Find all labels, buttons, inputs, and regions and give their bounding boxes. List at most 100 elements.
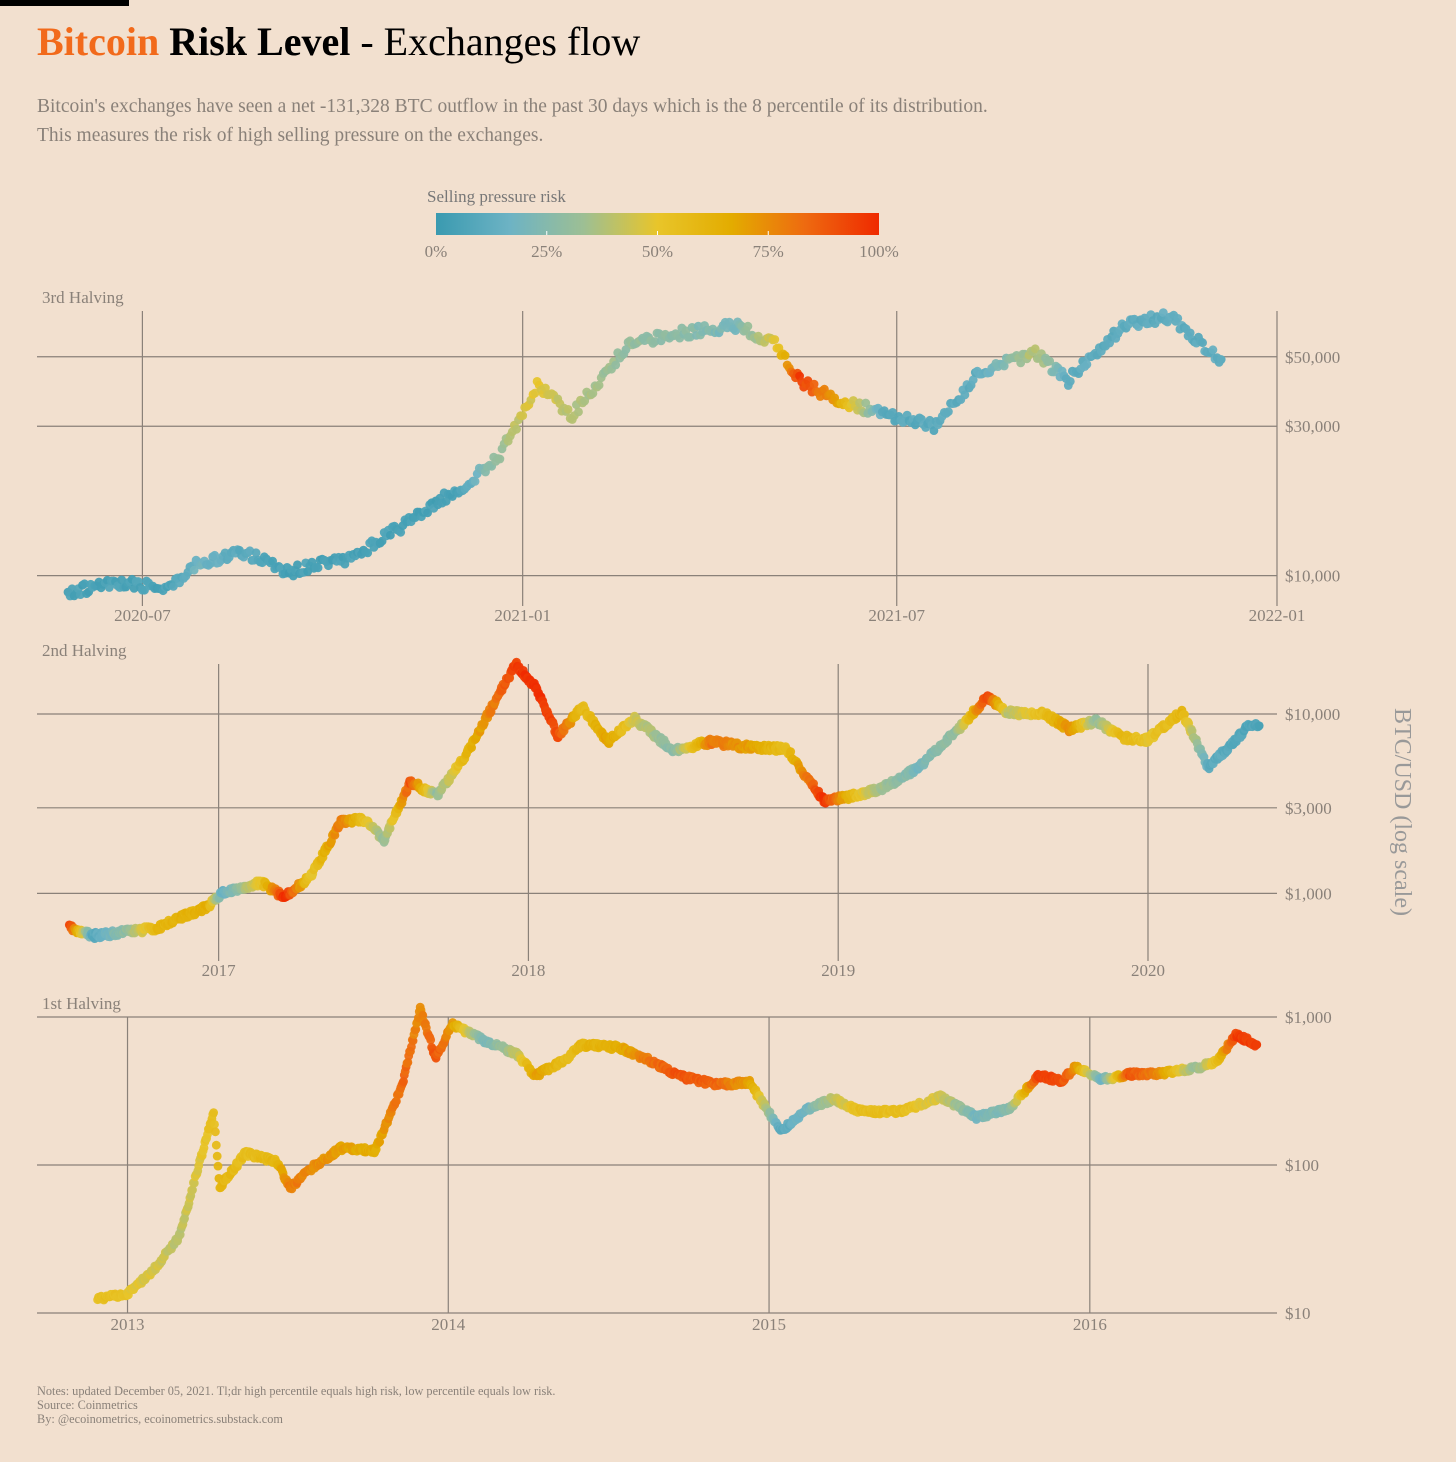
data-point xyxy=(211,1127,220,1137)
data-point xyxy=(211,1140,221,1150)
x-tick-label: 2020 xyxy=(1131,961,1165,980)
data-point xyxy=(594,380,604,390)
panel-label: 3rd Halving xyxy=(42,288,124,307)
x-tick-label: 2013 xyxy=(111,1315,145,1334)
data-point xyxy=(786,747,796,756)
data-point xyxy=(960,390,970,400)
data-point xyxy=(1158,308,1168,317)
data-point xyxy=(1180,710,1189,719)
data-point xyxy=(1252,1040,1262,1050)
panel-label: 1st Halving xyxy=(42,994,121,1013)
data-point xyxy=(944,407,953,416)
data-point xyxy=(1016,358,1026,368)
data-point xyxy=(403,1058,413,1067)
data-point xyxy=(140,585,149,595)
data-point xyxy=(189,565,199,575)
subtitle: Bitcoin's exchanges have seen a net -131… xyxy=(37,92,1417,150)
data-point xyxy=(563,405,573,414)
data-point xyxy=(999,361,1009,371)
data-point xyxy=(1065,377,1075,386)
data-point xyxy=(423,508,432,518)
data-point xyxy=(251,548,261,558)
data-point xyxy=(1198,338,1207,348)
data-point xyxy=(1082,360,1092,369)
panel-3: 1st Halving 2013 2014 2015 2016 $10 $100 $1,000 xyxy=(37,994,1332,1334)
y-tick-label: $1,000 xyxy=(1285,1008,1332,1027)
y-tick-label: $10,000 xyxy=(1285,705,1340,724)
y-tick-label: $1,000 xyxy=(1285,884,1332,903)
data-point xyxy=(1173,314,1183,323)
data-point xyxy=(611,360,621,370)
data-point xyxy=(188,1185,197,1195)
data-point xyxy=(470,477,480,486)
legend-tick-label: 100% xyxy=(859,242,899,261)
data-point xyxy=(770,335,780,344)
data-point xyxy=(743,321,753,331)
data-point xyxy=(399,1077,408,1086)
data-point xyxy=(313,563,323,573)
data-point xyxy=(1030,344,1040,354)
x-tick-label: 2018 xyxy=(511,961,545,980)
data-point xyxy=(210,1120,219,1129)
data-point xyxy=(518,411,528,420)
y-tick-label: $10,000 xyxy=(1285,567,1340,586)
footnote-notes: Notes: updated December 05, 2021. Tl;dr … xyxy=(37,1384,556,1398)
x-tick-label: 2020-07 xyxy=(114,606,171,625)
data-point xyxy=(495,454,505,464)
x-tick-label: 2016 xyxy=(1073,1315,1107,1334)
page-title: Bitcoin Risk Level - Exchanges flow xyxy=(37,18,640,65)
x-tick-label: 2022-01 xyxy=(1249,606,1306,625)
panel-1: 3rd Halving 2020-07 2021-01 2021-07 2022-01 $… xyxy=(37,288,1340,625)
y-tick-label: $3,000 xyxy=(1285,799,1332,818)
data-point xyxy=(809,379,819,389)
data-point xyxy=(293,560,302,570)
x-tick-label: 2021-01 xyxy=(494,606,551,625)
legend-tick-label: 75% xyxy=(753,242,784,261)
data-point xyxy=(213,1161,223,1171)
data-point xyxy=(1045,356,1055,366)
legend-tick-label: 25% xyxy=(531,242,562,261)
data-point xyxy=(189,1178,199,1188)
data-point xyxy=(212,1151,222,1161)
data-points xyxy=(63,308,1226,601)
data-point xyxy=(441,496,451,506)
y-tick-label: $30,000 xyxy=(1285,417,1340,436)
x-tick-label: 2021-07 xyxy=(868,606,925,625)
footnote-source: Source: Coinmetrics xyxy=(37,1398,138,1412)
x-tick-label: 2019 xyxy=(821,961,855,980)
data-point xyxy=(426,1035,436,1045)
title-brand: Bitcoin xyxy=(37,19,160,64)
data-point xyxy=(396,527,406,537)
data-point xyxy=(1216,355,1226,364)
subtitle-line-1: Bitcoin's exchanges have seen a net -131… xyxy=(37,96,988,117)
legend-tick-label: 0% xyxy=(425,242,448,261)
footnote: Notes: updated December 05, 2021. Tl;dr … xyxy=(37,1384,556,1426)
data-point xyxy=(780,351,790,360)
x-tick-label: 2014 xyxy=(431,1315,466,1334)
y-tick-label: $100 xyxy=(1285,1156,1319,1175)
legend-tick-label: 50% xyxy=(642,242,673,261)
data-points xyxy=(64,657,1264,943)
data-point xyxy=(209,1108,219,1117)
title-rest: - Exchanges flow xyxy=(360,19,641,64)
data-point xyxy=(206,559,216,568)
data-point xyxy=(1185,328,1195,338)
data-point xyxy=(512,424,521,434)
data-point xyxy=(386,530,395,540)
data-point xyxy=(363,548,373,558)
title-bold: Risk Level xyxy=(169,19,351,64)
data-point xyxy=(1254,721,1264,731)
top-accent-bar xyxy=(0,0,129,6)
data-point xyxy=(210,550,220,560)
panel-2: 2nd Halving 2017 2018 2019 2020 $1,000 $3,000 $… xyxy=(37,641,1340,980)
footnote-byline: By: @ecoinometrics, ecoinometrics.substa… xyxy=(37,1412,283,1426)
legend-title: Selling pressure risk xyxy=(427,187,566,206)
x-tick-label: 2015 xyxy=(752,1315,786,1334)
y-tick-label: $50,000 xyxy=(1285,348,1340,367)
data-point xyxy=(1208,345,1218,355)
data-point xyxy=(574,407,583,417)
subtitle-line-2: This measures the risk of high selling p… xyxy=(37,125,544,146)
panel-label: 2nd Halving xyxy=(42,641,127,660)
data-point xyxy=(541,383,550,393)
